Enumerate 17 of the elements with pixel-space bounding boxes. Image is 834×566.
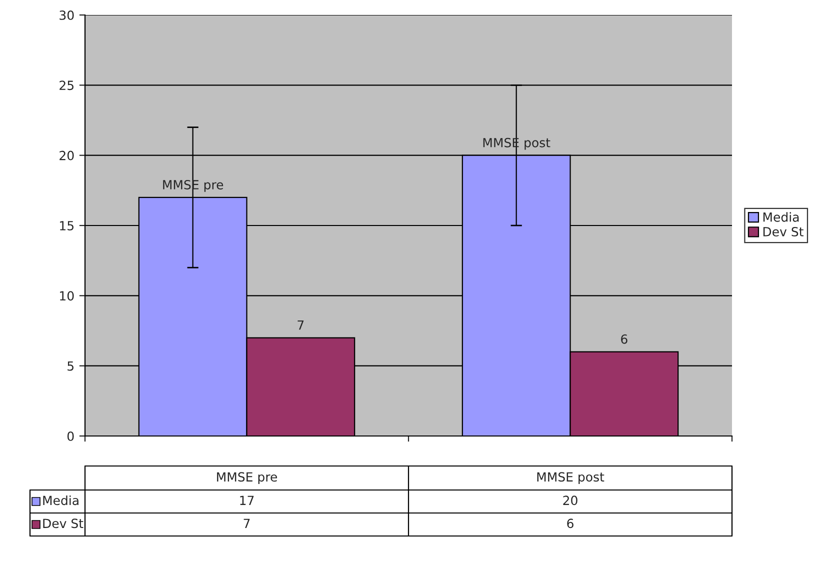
y-tick-label: 10 (60, 291, 74, 301)
text: 7 (298, 320, 304, 330)
data-label: 7 (244, 518, 250, 528)
y-tick-label: 25 (60, 80, 74, 90)
y-tick-label: 30 (60, 10, 74, 20)
text: 6 (621, 334, 628, 344)
data-label: 6 (567, 518, 574, 528)
text: Dev St (43, 518, 84, 528)
text: Media (763, 212, 799, 222)
y-tick-label: 15 (60, 221, 74, 230)
legend-label: Dev St (763, 226, 804, 236)
y-tick-label: 20 (60, 150, 74, 160)
y-tick-label: 5 (68, 361, 74, 371)
data-label: 17 (240, 496, 254, 505)
legend-label: Media (43, 495, 78, 506)
y-tick-label: 0 (67, 431, 74, 441)
data-label: 20 (563, 496, 578, 506)
